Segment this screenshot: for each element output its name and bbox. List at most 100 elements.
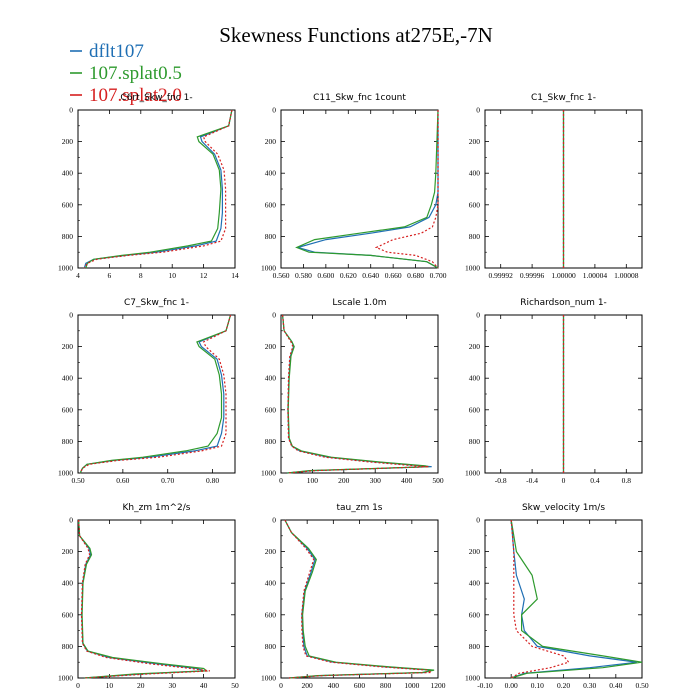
x-tick-label: -0.8 (495, 476, 507, 485)
y-tick-label: 0 (272, 516, 276, 525)
y-tick-label: 200 (62, 137, 74, 146)
legend-item: dflt107 (70, 41, 144, 62)
x-tick-label: 8 (139, 271, 143, 280)
series-line (284, 519, 435, 679)
x-tick-label: 0.60 (116, 476, 129, 485)
y-tick-label: 0 (69, 311, 73, 320)
x-tick-label: 0.560 (273, 271, 290, 280)
x-tick-label: 20 (137, 681, 145, 690)
y-tick-label: 1000 (465, 264, 480, 273)
legend-label: 107.splat0.5 (89, 63, 182, 84)
y-tick-label: 600 (62, 610, 74, 619)
y-tick-label: 600 (469, 200, 481, 209)
x-tick-label: 0.10 (531, 681, 544, 690)
y-tick-label: 800 (469, 642, 481, 651)
panel: C11_Skw_fnc 1count 0 200 400 600 800 10000.560… (261, 93, 447, 280)
y-tick-label: 200 (469, 547, 481, 556)
y-tick-label: 400 (62, 169, 74, 178)
x-tick-label: 6 (108, 271, 112, 280)
series-line (510, 519, 643, 679)
legend-item: 107.splat2.0 (70, 85, 182, 106)
y-tick-label: 200 (469, 137, 481, 146)
y-tick-label: 200 (265, 547, 277, 556)
x-tick-label: 0.640 (362, 271, 379, 280)
panel-title: Kh_zm 1m^2/s (123, 503, 191, 513)
x-tick-label: -0.4 (526, 476, 538, 485)
panel-title: C6rt_Skw_fnc 1- (120, 93, 192, 103)
x-tick-label: 12 (200, 271, 208, 280)
x-tick-label: 800 (380, 681, 392, 690)
series-line (79, 314, 232, 474)
y-tick-label: 200 (265, 137, 277, 146)
x-tick-label: 100 (307, 476, 319, 485)
x-tick-label: 10 (106, 681, 114, 690)
y-tick-label: 600 (265, 610, 277, 619)
x-tick-label: 1.00008 (614, 271, 639, 280)
legend-label: 107.splat2.0 (89, 85, 182, 106)
x-tick-label: 0.99992 (489, 271, 514, 280)
y-tick-label: 1000 (465, 469, 480, 478)
x-tick-label: 10 (168, 271, 176, 280)
x-tick-label: 0.580 (295, 271, 312, 280)
y-tick-label: 200 (469, 342, 481, 351)
series-line (284, 519, 432, 679)
series-line (284, 519, 434, 679)
panel: Richardson_num 1- 0 200 400 600 800 1000 -0.8 -0… (465, 298, 643, 485)
y-tick-label: 600 (469, 405, 481, 414)
x-tick-label: 0.70 (161, 476, 174, 485)
y-tick-label: 800 (469, 437, 481, 446)
plot-frame (280, 314, 439, 474)
y-tick-label: 0 (476, 311, 480, 320)
y-tick-label: 200 (265, 342, 277, 351)
series-line (510, 519, 637, 679)
x-tick-label: 0 (279, 476, 283, 485)
x-tick-label: 0.80 (206, 476, 219, 485)
y-tick-label: 0 (272, 311, 276, 320)
x-tick-label: 0.8 (622, 476, 632, 485)
x-tick-label: 0.20 (557, 681, 570, 690)
series-line (510, 519, 570, 679)
x-tick-label: 0.4 (590, 476, 600, 485)
y-tick-label: 0 (69, 106, 73, 115)
y-tick-label: 600 (265, 200, 277, 209)
y-tick-label: 400 (265, 374, 277, 383)
y-tick-label: 400 (62, 374, 74, 383)
y-tick-label: 1000 (465, 674, 480, 683)
series-line (282, 314, 429, 474)
panel-title: Lscale 1.0m (332, 298, 386, 308)
legend-label: dflt107 (89, 41, 144, 62)
y-tick-label: 800 (62, 437, 74, 446)
legend-item: 107.splat0.5 (70, 63, 182, 84)
plot-frame (484, 519, 643, 679)
x-tick-label: 4 (76, 271, 80, 280)
series-line (85, 109, 233, 269)
series-line (282, 314, 432, 474)
x-tick-label: 0.50 (635, 681, 648, 690)
panel-title: C7_Skw_fnc 1- (124, 298, 189, 308)
y-tick-label: 600 (62, 200, 74, 209)
y-tick-label: 0 (476, 106, 480, 115)
y-tick-label: 600 (469, 610, 481, 619)
x-tick-label: 1.00000 (551, 271, 576, 280)
y-tick-label: 200 (62, 342, 74, 351)
x-tick-label: 0.700 (430, 271, 447, 280)
y-tick-label: 400 (265, 169, 277, 178)
y-tick-label: 1000 (261, 674, 276, 683)
series-line (295, 109, 439, 269)
panel-title: Richardson_num 1- (520, 298, 607, 308)
x-tick-label: -0.10 (477, 681, 493, 690)
x-tick-label: 0.99996 (520, 271, 545, 280)
x-tick-label: 0.680 (407, 271, 424, 280)
series-line (295, 110, 439, 269)
x-tick-label: 0 (76, 681, 80, 690)
x-tick-label: 1200 (431, 681, 446, 690)
x-tick-label: 600 (354, 681, 366, 690)
x-tick-label: 0.660 (385, 271, 402, 280)
x-tick-label: 0 (279, 681, 283, 690)
